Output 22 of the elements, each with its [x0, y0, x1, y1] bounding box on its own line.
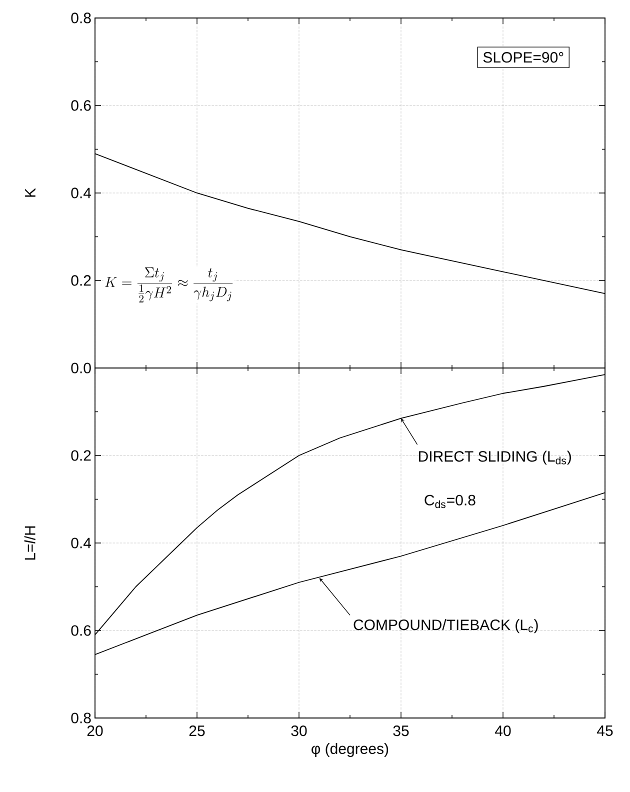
- x-tick-label: 30: [291, 726, 307, 736]
- x-axis-title: φ (degrees): [312, 742, 388, 757]
- x-tick-label: 25: [189, 726, 205, 736]
- x-tick-label: 45: [597, 726, 613, 736]
- y-tick-label: 0.8: [71, 712, 91, 724]
- y-tick-label: 0.8: [71, 12, 91, 24]
- x-tick-label: 40: [495, 726, 511, 736]
- y-tick-label: 0.2: [71, 275, 91, 286]
- x-tick-label: 35: [393, 726, 409, 736]
- y-tick-label: 0.2: [71, 450, 91, 461]
- y-tick-label: 0.6: [71, 100, 91, 111]
- annotation: DIRECT SLIDING (L$_{ds}$): [419, 450, 571, 465]
- annotation: $K = \frac{\Sigma t_j}{\frac{1}{2}\gamma H^2} \approx \frac{t_j}{\gamma h_j D_j}$: [105, 267, 233, 302]
- annotation: C$_{ds}$=0.8: [424, 494, 476, 508]
- y-tick-label: 0.0: [71, 362, 91, 374]
- x-tick-label: 20: [87, 726, 103, 736]
- y-tick-label: 0.4: [71, 188, 92, 198]
- annotation: COMPOUND/TIEBACK (L$_{c}$): [354, 619, 538, 634]
- annotation: SLOPE=90°: [483, 52, 564, 63]
- y-axis-title: K: [25, 188, 36, 197]
- y-tick-label: 0.4: [71, 538, 92, 548]
- y-tick-label: 0.6: [71, 625, 91, 636]
